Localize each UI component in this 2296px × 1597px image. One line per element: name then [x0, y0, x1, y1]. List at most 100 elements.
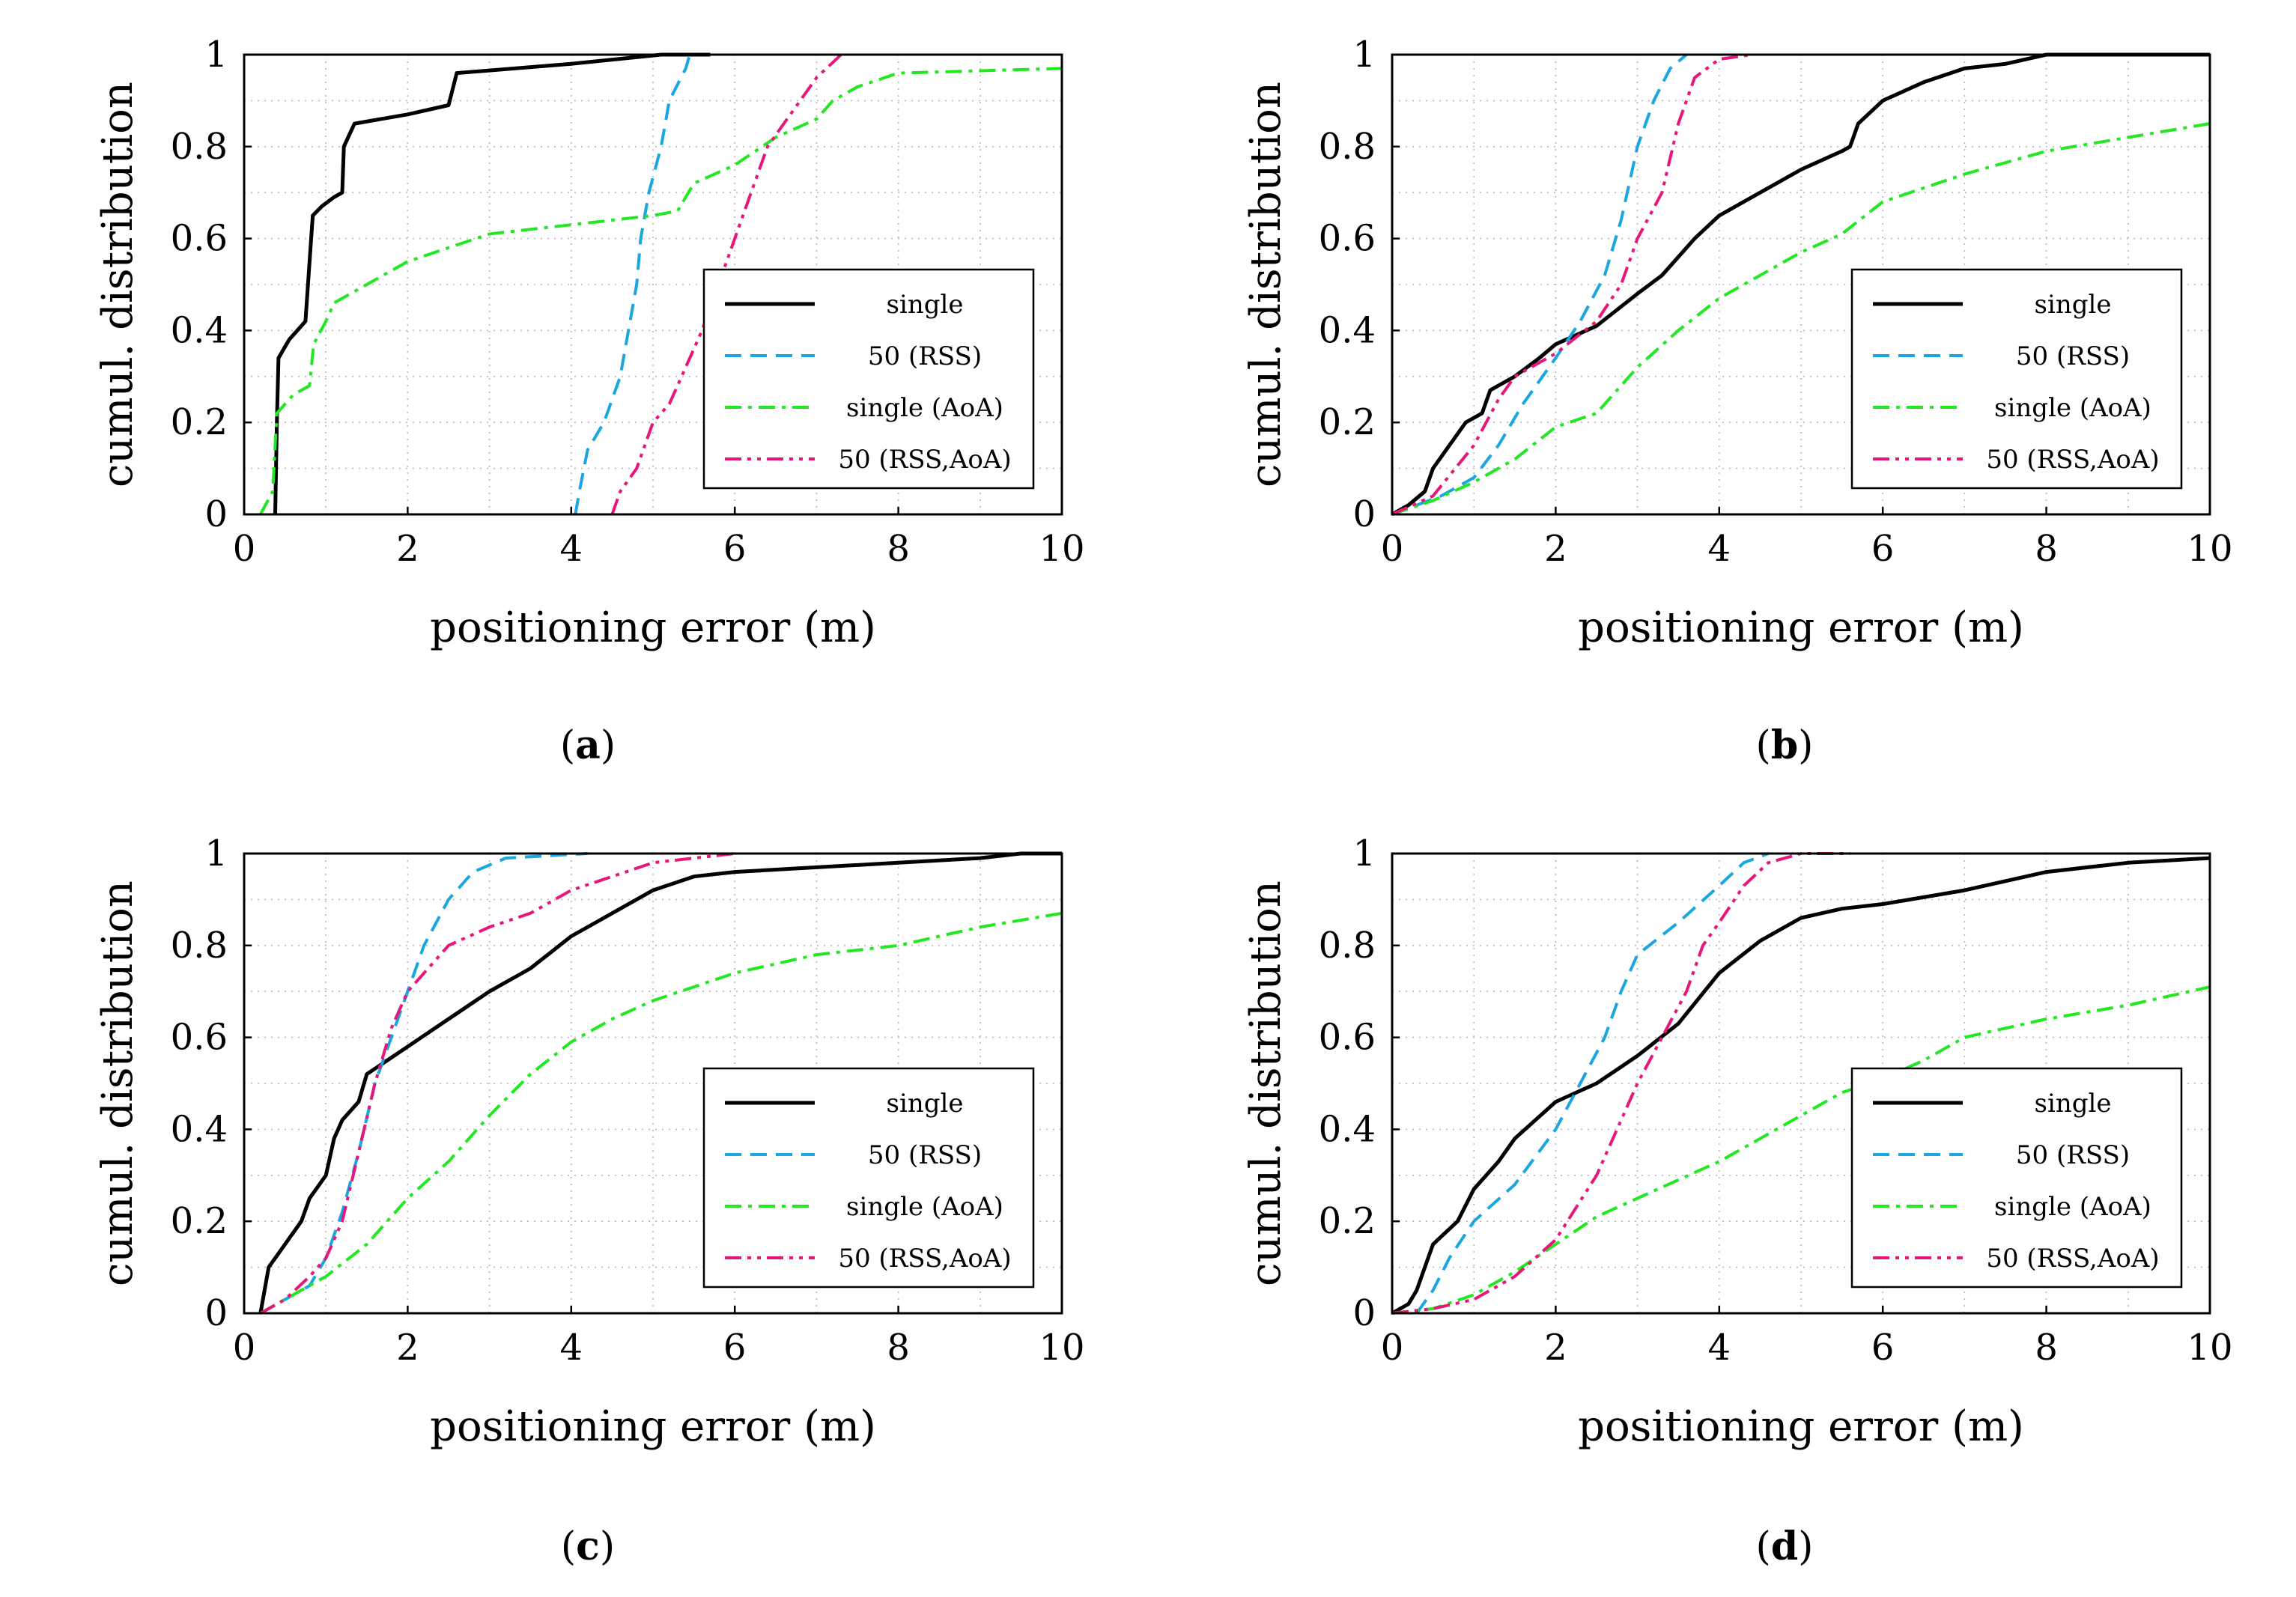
legend-label-2: single (AoA) [1994, 1192, 2151, 1222]
series-line-3 [1391, 852, 1850, 1315]
y-tick-label: 0.2 [1319, 401, 1376, 443]
series-line-1 [574, 54, 692, 515]
legend-box [1850, 1067, 2183, 1289]
plot-frame [1391, 852, 2211, 1315]
x-tick-label: 0 [233, 1327, 256, 1369]
y-axis-label: cumul. distribution [1242, 880, 1290, 1286]
y-tick-label: 0.4 [171, 309, 228, 351]
y-tick-label: 0.6 [1319, 1017, 1376, 1059]
y-tick-label: 0 [204, 1292, 228, 1334]
x-tick-label: 2 [396, 1327, 419, 1369]
caption-d: (d) [1755, 1524, 1814, 1569]
y-tick-label: 1 [204, 34, 228, 76]
legend-label-0: single [2035, 1089, 2112, 1119]
plot-frame [1391, 53, 2211, 516]
y-axis-label: cumul. distribution [94, 82, 142, 487]
x-tick-label: 4 [560, 1327, 583, 1369]
y-tick-label: 0.6 [171, 218, 228, 260]
series-line-1 [1415, 852, 1770, 1315]
x-tick-label: 10 [2187, 528, 2232, 570]
legend: single 50 (RSS) single (AoA) 50 (RSS,AoA) [1850, 268, 2183, 490]
chart-d: 0 2 4 6 8 10 0 0.2 0.4 0.6 0.8 1 positioning error (… [1242, 833, 2233, 1451]
legend: single 50 (RSS) single (AoA) 50 (RSS,AoA) [702, 1067, 1035, 1289]
x-tick-label: 6 [723, 1327, 747, 1369]
chart-b: 0 2 4 6 8 10 0 0.2 0.4 0.6 0.8 1 positioning error (… [1242, 34, 2233, 652]
legend-label-1: 50 (RSS) [868, 341, 982, 371]
x-tick-label: 4 [560, 528, 583, 570]
y-tick-label: 0.8 [1319, 925, 1376, 967]
y-tick-label: 0 [204, 493, 228, 535]
y-axis-label: cumul. distribution [94, 880, 142, 1286]
y-tick-label: 0.6 [1319, 218, 1376, 260]
legend-label-3: 50 (RSS,AoA) [838, 1244, 1011, 1274]
chart-a: 0 2 4 6 8 10 0 0.2 0.4 0.6 0.8 1 positioning error (… [94, 34, 1085, 652]
y-tick-label: 1 [1352, 833, 1376, 874]
legend-label-3: 50 (RSS,AoA) [838, 445, 1011, 475]
y-tick-label: 0.6 [171, 1017, 228, 1059]
x-tick-label: 4 [1708, 528, 1731, 570]
y-tick-label: 0.4 [1319, 1108, 1376, 1150]
x-tick-label: 10 [2187, 1327, 2232, 1369]
x-axis-label: positioning error (m) [430, 603, 876, 652]
y-tick-label: 0.8 [171, 126, 228, 168]
series-line-3 [1391, 53, 1752, 516]
x-tick-label: 6 [1871, 1327, 1895, 1369]
x-tick-label: 0 [1381, 528, 1404, 570]
y-axis-label: cumul. distribution [1242, 82, 1290, 487]
y-tick-label: 0 [1352, 493, 1376, 535]
y-tick-label: 1 [1352, 34, 1376, 76]
legend: single 50 (RSS) single (AoA) 50 (RSS,AoA) [702, 268, 1035, 490]
legend-label-2: single (AoA) [1994, 393, 2151, 423]
x-tick-label: 0 [233, 528, 256, 570]
y-tick-label: 0.8 [1319, 126, 1376, 168]
legend-label-1: 50 (RSS) [2016, 341, 2130, 371]
legend-box [1850, 268, 2183, 490]
y-tick-label: 1 [204, 833, 228, 874]
y-tick-label: 0 [1352, 1292, 1376, 1334]
x-tick-label: 10 [1039, 1327, 1084, 1369]
x-tick-label: 2 [1544, 1327, 1567, 1369]
legend: single 50 (RSS) single (AoA) 50 (RSS,AoA) [1850, 1067, 2183, 1289]
y-tick-label: 0.8 [171, 925, 228, 967]
caption-b: (b) [1755, 723, 1814, 768]
series-line-1 [259, 852, 588, 1315]
x-tick-label: 2 [1544, 528, 1567, 570]
legend-label-3: 50 (RSS,AoA) [1986, 445, 2159, 475]
x-tick-label: 0 [1381, 1327, 1404, 1369]
legend-label-1: 50 (RSS) [2016, 1140, 2130, 1170]
plot-frame [243, 852, 1063, 1315]
chart-panel-c: 0 2 4 6 8 10 0 0.2 0.4 0.6 0.8 1 positioning error (… [0, 799, 1148, 1597]
legend-box [702, 268, 1035, 490]
x-axis-label: positioning error (m) [430, 1402, 876, 1451]
series-line-1 [1391, 53, 1688, 516]
caption-c: (c) [560, 1524, 616, 1569]
legend-label-0: single [887, 1089, 964, 1119]
x-tick-label: 8 [887, 528, 910, 570]
y-tick-label: 0.4 [1319, 309, 1376, 351]
chart-c: 0 2 4 6 8 10 0 0.2 0.4 0.6 0.8 1 positioning error (… [94, 833, 1085, 1451]
legend-label-2: single (AoA) [846, 393, 1003, 423]
plot-frame [243, 53, 1063, 516]
x-tick-label: 8 [887, 1327, 910, 1369]
legend-label-0: single [887, 290, 964, 320]
x-axis-label: positioning error (m) [1578, 1402, 2024, 1451]
legend-box [702, 1067, 1035, 1289]
chart-panel-b: 0 2 4 6 8 10 0 0.2 0.4 0.6 0.8 1 positioning error (… [1148, 0, 2296, 799]
chart-panel-d: 0 2 4 6 8 10 0 0.2 0.4 0.6 0.8 1 positioning error (… [1148, 799, 2296, 1597]
x-tick-label: 2 [396, 528, 419, 570]
y-tick-label: 0.4 [171, 1108, 228, 1150]
series-line-0 [1391, 52, 2210, 517]
legend-label-1: 50 (RSS) [868, 1140, 982, 1170]
y-tick-label: 0.2 [1319, 1200, 1376, 1242]
legend-label-3: 50 (RSS,AoA) [1986, 1244, 2159, 1274]
y-tick-label: 0.2 [171, 1200, 228, 1242]
caption-a: (a) [559, 723, 616, 768]
series-line-0 [1391, 856, 2211, 1315]
series-line-2 [1391, 122, 2211, 516]
legend-label-2: single (AoA) [846, 1192, 1003, 1222]
x-tick-label: 8 [2035, 528, 2058, 570]
x-tick-label: 6 [723, 528, 747, 570]
y-tick-label: 0.2 [171, 401, 228, 443]
series-line-2 [259, 67, 1063, 515]
x-tick-label: 10 [1039, 528, 1084, 570]
